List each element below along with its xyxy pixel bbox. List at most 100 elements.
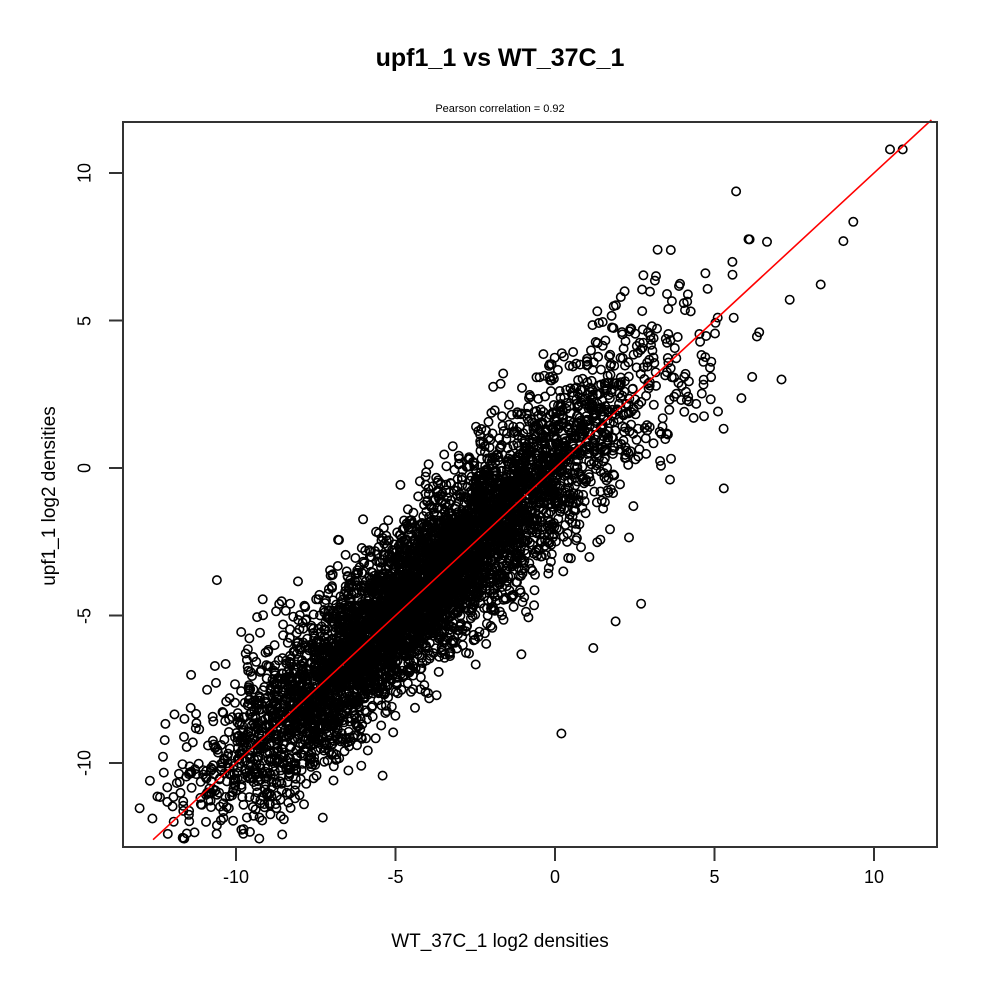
- scatter-point: [736, 393, 747, 404]
- scatter-point: [630, 328, 641, 339]
- scatter-point: [461, 621, 472, 632]
- scatter-point: [604, 524, 615, 535]
- scatter-point: [225, 768, 236, 779]
- scatter-point: [162, 796, 173, 807]
- scatter-point: [408, 684, 419, 695]
- scatter-point: [202, 684, 213, 695]
- scatter-point: [244, 826, 255, 837]
- scatter-point: [538, 349, 549, 360]
- scatter-point: [511, 577, 522, 588]
- scatter-point: [343, 765, 354, 776]
- scatter-point: [652, 244, 663, 255]
- scatter-point: [558, 351, 569, 362]
- scatter-point: [434, 651, 445, 662]
- scatter-point: [402, 678, 413, 689]
- scatter-point: [636, 396, 647, 407]
- scatter-point: [239, 697, 250, 708]
- scatter-point: [630, 454, 641, 465]
- scatter-point: [415, 672, 426, 683]
- scatter-point: [676, 380, 687, 391]
- scatter-point: [276, 596, 287, 607]
- scatter-point: [696, 388, 707, 399]
- scatter-point: [536, 436, 547, 447]
- scatter-point: [254, 812, 265, 823]
- scatter-point: [568, 346, 579, 357]
- scatter-point: [207, 735, 218, 746]
- scatter-point: [679, 305, 690, 316]
- scatter-point: [356, 760, 367, 771]
- scatter-point: [516, 382, 527, 393]
- scatter-point: [628, 349, 639, 360]
- scatter-point: [664, 404, 675, 415]
- scatter-point: [634, 444, 645, 455]
- scatter-point: [206, 762, 217, 773]
- scatter-point: [513, 570, 524, 581]
- scatter-point: [727, 269, 738, 280]
- scatter-point: [587, 320, 598, 331]
- scatter-point: [701, 330, 712, 341]
- scatter-point: [698, 379, 709, 390]
- scatter-point: [396, 684, 407, 695]
- scatter-point: [211, 828, 222, 839]
- scatter-point: [555, 506, 566, 517]
- scatter-point: [761, 236, 772, 247]
- scatter-point: [604, 351, 615, 362]
- scatter-point: [592, 306, 603, 317]
- scatter-point: [186, 782, 197, 793]
- scatter-point: [644, 286, 655, 297]
- scatter-point: [637, 284, 648, 295]
- scatter-point: [848, 216, 859, 227]
- scatter-point: [639, 422, 650, 433]
- scatter-point: [207, 764, 218, 775]
- scatter-point: [282, 637, 293, 648]
- scatter-point: [301, 778, 312, 789]
- scatter-point: [534, 372, 545, 383]
- scatter-point: [661, 428, 672, 439]
- scatter-point: [328, 761, 339, 772]
- scatter-point: [706, 356, 717, 367]
- scatter-point: [333, 534, 344, 545]
- scatter-point: [498, 368, 509, 379]
- scatter-point: [529, 585, 540, 596]
- scatter-point: [727, 256, 738, 267]
- scatter-point: [589, 486, 600, 497]
- scatter-point: [323, 588, 334, 599]
- scatter-point: [418, 511, 429, 522]
- scatter-point: [278, 814, 289, 825]
- scatter-point: [244, 792, 255, 803]
- scatter-point: [679, 406, 690, 417]
- scatter-point: [623, 532, 634, 543]
- scatter-point: [159, 735, 170, 746]
- scatter-point: [168, 791, 179, 802]
- scatter-point: [784, 294, 795, 305]
- scatter-point: [431, 621, 442, 632]
- scatter-point: [160, 718, 171, 729]
- scatter-point: [481, 638, 492, 649]
- scatter-point: [423, 483, 434, 494]
- scatter-point: [564, 360, 575, 371]
- scatter-point: [497, 411, 508, 422]
- scatter-point: [606, 310, 617, 321]
- scatter-point: [241, 654, 252, 665]
- scatter-point: [523, 612, 534, 623]
- scatter-point: [185, 702, 196, 713]
- scatter-point: [439, 449, 450, 460]
- scatter-point: [665, 453, 676, 464]
- scatter-point: [184, 816, 195, 827]
- scatter-point: [242, 644, 253, 655]
- scatter-point: [282, 777, 293, 788]
- scatter-point: [421, 467, 432, 478]
- scatter-point: [358, 514, 369, 525]
- scatter-point: [702, 283, 713, 294]
- scatter-point: [661, 288, 672, 299]
- scatter-point: [248, 651, 259, 662]
- scatter-point: [179, 731, 190, 742]
- scatter-point: [228, 815, 239, 826]
- scatter-point: [236, 626, 247, 637]
- scatter-point: [512, 409, 523, 420]
- scatter-point: [605, 369, 616, 380]
- scatter-point: [593, 351, 604, 362]
- scatter-point: [201, 816, 212, 827]
- scatter-point: [517, 597, 528, 608]
- scatter-point: [496, 610, 507, 621]
